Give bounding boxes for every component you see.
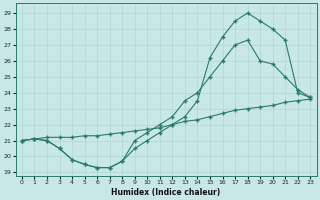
X-axis label: Humidex (Indice chaleur): Humidex (Indice chaleur) [111,188,221,197]
